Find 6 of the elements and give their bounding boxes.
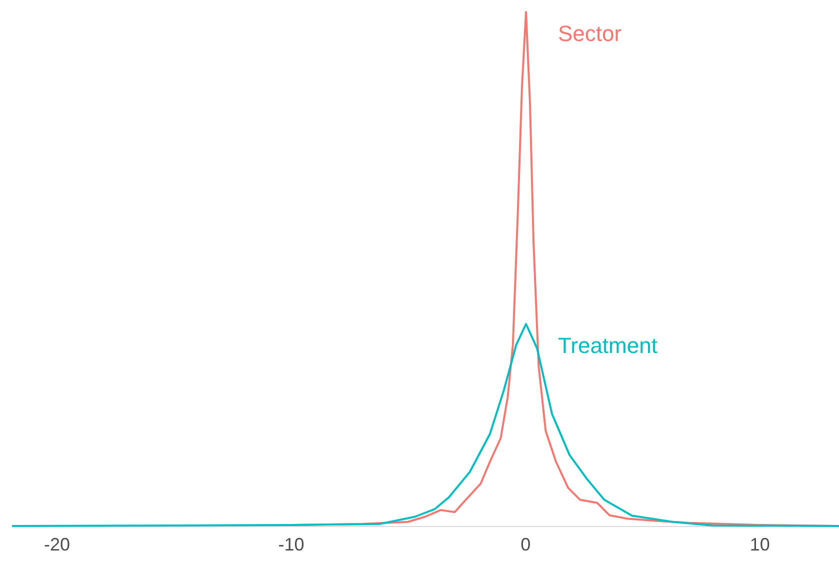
x-tick-label: -20 — [44, 534, 70, 554]
x-tick-label: 0 — [520, 534, 531, 554]
x-tick-label: -10 — [278, 534, 304, 554]
series-label: Sector — [558, 21, 622, 46]
x-tick-label: 10 — [750, 534, 770, 554]
series-label: Treatment — [558, 333, 658, 358]
